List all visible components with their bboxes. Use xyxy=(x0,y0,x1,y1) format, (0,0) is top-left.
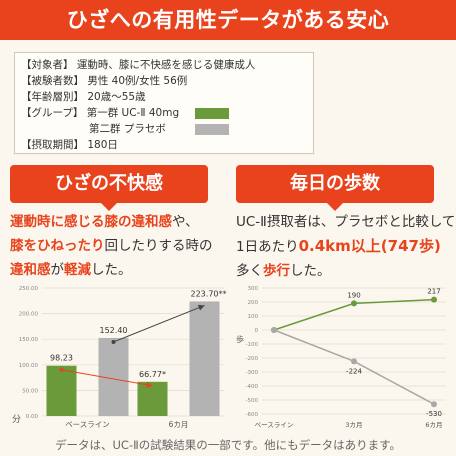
y-axis-label: 歩 xyxy=(236,334,244,344)
left-line-2: 膝をひねったり回したりする時の xyxy=(10,234,213,258)
y-tick-label: 200 xyxy=(248,300,259,306)
count-label: 【被験者数】 xyxy=(21,75,84,87)
right-text-3a: 多く xyxy=(236,263,263,279)
group2-text: 第二群 プラセボ xyxy=(89,123,166,135)
subjects-value: 運動時、膝に不快感を感じる健康成人 xyxy=(76,59,256,71)
left-highlight-2: 膝をひねったり xyxy=(10,238,105,254)
discomfort-bar-chart: 0.00 50.00 100.00 150.00 200.00 250.00 分ベースライン… xyxy=(12,286,227,429)
y-tick-label: 50.00 xyxy=(22,388,38,394)
group2-swatch xyxy=(195,124,229,135)
age-label: 【年齢層別】 xyxy=(21,91,84,103)
series-point xyxy=(271,327,277,333)
page-title: ひざへの有用性データがある安心 xyxy=(0,0,456,40)
subjects-label: 【対象者】 xyxy=(21,59,74,71)
left-highlight-3: 違和感 xyxy=(10,262,51,278)
bar-value-label: 98.23 xyxy=(50,354,73,363)
point-value-label: 217 xyxy=(427,288,440,296)
right-text: UC-Ⅱ摂取者は、プラセボと比較して 1日あたり0.4km以上(747歩) 多く… xyxy=(236,210,455,283)
study-info-box: 【対象者】 運動時、膝に不快感を感じる健康成人 【被験者数】 男性 40例/女性… xyxy=(14,52,314,154)
steps-line-chart: 300 200 100 0 -100 -200 -300 -400 -500 -600 歩ベースライ… xyxy=(236,286,446,429)
y-tick-label: -200 xyxy=(246,356,259,362)
left-text-3b: した。 xyxy=(91,262,132,278)
right-line-3: 多く歩行した。 xyxy=(236,259,455,283)
left-badge: ひざの不快感 xyxy=(10,165,208,211)
right-text-3b: した。 xyxy=(290,263,331,279)
y-tick-label: 0 xyxy=(255,328,259,334)
y-axis-label: 分 xyxy=(12,414,21,425)
right-text-2: 1日あたり xyxy=(236,239,299,255)
left-highlight-4: 軽減 xyxy=(64,262,91,278)
bar xyxy=(46,365,77,416)
bar-value-label: 223.70** xyxy=(191,289,227,298)
group1-text: 第一群 UC-Ⅱ 40mg xyxy=(86,107,180,119)
right-badge: 毎日の歩数 xyxy=(236,165,434,211)
left-line-3: 違和感が軽減した。 xyxy=(10,258,213,282)
y-tick-label: -100 xyxy=(246,342,259,348)
period-label: 【摂取期間】 xyxy=(21,139,84,151)
group1-swatch xyxy=(195,108,229,119)
right-line-1: UC-Ⅱ摂取者は、プラセボと比較して xyxy=(236,214,456,230)
x-tick-label: ベースライン xyxy=(65,420,110,429)
group-row: 【グループ】 第一群 UC-Ⅱ 40mg xyxy=(21,107,179,120)
trend-line xyxy=(113,305,205,343)
series-point xyxy=(351,358,357,365)
y-tick-label: 300 xyxy=(248,286,259,292)
period-value: 180日 xyxy=(87,139,118,151)
point-value-label: -224 xyxy=(346,367,362,375)
bar-value-label: 66.77* xyxy=(139,370,166,379)
trend-point xyxy=(59,367,64,372)
y-tick-label: -300 xyxy=(246,370,259,376)
count-value: 男性 40例/女性 56例 xyxy=(87,75,188,87)
trend-arrowhead xyxy=(197,304,205,311)
age-value: 20歳～55歳 xyxy=(87,91,146,103)
trend-arrowhead xyxy=(146,381,153,388)
y-tick-label: -500 xyxy=(246,398,259,404)
series-point xyxy=(431,296,437,303)
bar xyxy=(137,381,168,416)
x-tick-label: 6カ月 xyxy=(169,420,189,429)
y-tick-label: -400 xyxy=(246,384,259,390)
y-tick-label: 200.00 xyxy=(19,312,39,318)
x-tick-label: 6カ月 xyxy=(425,421,442,429)
right-line-2: 1日あたり0.4km以上(747歩) xyxy=(236,234,455,259)
right-highlight-2: 歩行 xyxy=(263,263,290,279)
subjects-row: 【対象者】 運動時、膝に不快感を感じる健康成人 xyxy=(21,59,255,72)
trend-line xyxy=(61,369,153,387)
point-value-label: 190 xyxy=(347,291,360,299)
left-text-1: や、 xyxy=(172,214,199,230)
trend-point xyxy=(111,339,116,344)
y-tick-label: 100.00 xyxy=(19,363,39,369)
x-tick-label: ベースライン xyxy=(255,421,294,429)
series-point xyxy=(351,300,357,307)
right-highlight-1: 0.4km以上(747歩) xyxy=(298,237,441,255)
x-tick-label: 3カ月 xyxy=(345,421,362,429)
footer-note: データは、UC-Ⅱの試験結果の一部です。他にもデータはあります。 xyxy=(55,438,401,452)
age-row: 【年齢層別】 20歳～55歳 xyxy=(21,91,146,104)
y-tick-label: 250.00 xyxy=(19,286,39,292)
y-tick-label: 150.00 xyxy=(19,337,39,343)
y-tick-label: -600 xyxy=(246,412,259,418)
left-text-3a: が xyxy=(50,262,65,278)
left-text-2: 回したりする時の xyxy=(104,238,213,254)
count-row: 【被験者数】 男性 40例/女性 56例 xyxy=(21,75,187,88)
y-tick-label: 100 xyxy=(248,314,259,320)
left-highlight-1: 運動時に感じる膝の違和感 xyxy=(10,214,172,230)
bar xyxy=(189,301,220,416)
group-label: 【グループ】 xyxy=(21,107,84,119)
series-point xyxy=(431,401,437,408)
left-text: 運動時に感じる膝の違和感や、 膝をひねったり回したりする時の 違和感が軽減した。 xyxy=(10,210,213,282)
point-value-label: -530 xyxy=(426,410,442,418)
left-line-1: 運動時に感じる膝の違和感や、 xyxy=(10,210,213,234)
bar-value-label: 152.40 xyxy=(100,326,128,335)
y-tick-label: 0.00 xyxy=(26,414,39,420)
period-row: 【摂取期間】 180日 xyxy=(21,139,118,152)
